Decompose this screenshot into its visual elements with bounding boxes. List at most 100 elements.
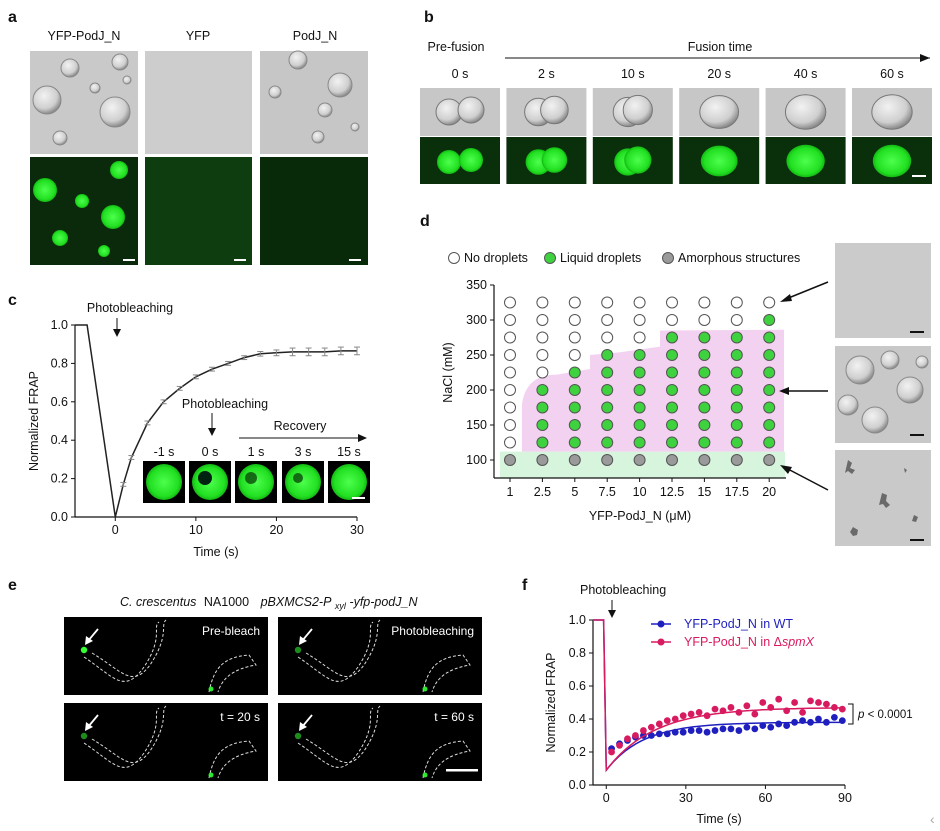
phase-point	[504, 349, 516, 361]
cell-outline	[422, 740, 471, 779]
phase-point	[568, 296, 581, 309]
polar-focus	[80, 646, 88, 654]
phase-point	[730, 331, 743, 344]
x-tick-label: 30	[350, 523, 364, 537]
data-point	[655, 730, 663, 738]
phase-point	[504, 419, 516, 431]
phase-point	[730, 314, 743, 326]
phase-point	[568, 384, 581, 396]
phase-point	[666, 296, 678, 309]
phase-point	[763, 331, 776, 344]
scale-bar	[349, 259, 361, 261]
col-label-podj: PodJ_N	[293, 29, 337, 43]
phase-point	[633, 384, 646, 396]
panel-f-label: f	[522, 577, 528, 594]
data-point	[711, 705, 719, 713]
data-point	[759, 722, 767, 729]
data-point	[695, 727, 703, 734]
dic-droplets-podj	[268, 50, 360, 144]
phase-point	[504, 436, 516, 449]
focus-arrow-head	[299, 722, 307, 731]
phase-point	[698, 436, 711, 449]
legend-liquid-label: Liquid droplets	[560, 251, 641, 265]
phase-point	[601, 401, 614, 414]
data-point	[671, 715, 679, 723]
x-tick-label: 1	[507, 485, 514, 499]
fusion-droplet-fluor	[459, 148, 483, 172]
phase-point	[633, 296, 646, 309]
data-point	[695, 709, 703, 716]
panel-b: b Pre-fusion Fusion time 0 s 2 s 10 s 20 s 4…	[420, 9, 932, 184]
significance-bracket	[848, 703, 854, 725]
x-tick-label: 2.5	[534, 485, 551, 499]
x-tick-label: 20	[762, 485, 776, 499]
x-tick-label: 90	[838, 791, 852, 805]
cell-image-label: t = 20 s	[220, 710, 260, 724]
x-tick-label: 20	[269, 523, 283, 537]
panel-a-label: a	[8, 9, 17, 26]
x-tick-label: 7.5	[599, 485, 616, 499]
fusion-time-label: 40 s	[794, 67, 818, 81]
y-tick-label: 0.2	[569, 745, 586, 759]
phase-point	[666, 454, 678, 466]
phase-point	[536, 349, 549, 361]
phase-point	[568, 436, 581, 449]
phase-point	[601, 454, 614, 466]
strain-species: C. crescentus	[120, 595, 196, 609]
x-axis-title: YFP-PodJ_N (μM)	[589, 509, 691, 523]
x-tick-label: 10	[633, 485, 647, 499]
fusion-droplet-dic	[622, 94, 653, 126]
frap-legend-f: YFP-PodJ_N in WT YFP-PodJ_N in ΔspmX	[651, 617, 815, 649]
data-point	[743, 702, 751, 710]
phase-point	[666, 314, 678, 326]
data-point	[759, 699, 767, 706]
legend-amorphous-marker	[662, 252, 674, 264]
fusion-time-label: 0 s	[452, 67, 469, 81]
focus-arrow-head	[299, 636, 307, 645]
phase-point	[633, 436, 646, 449]
phase-point	[568, 331, 581, 344]
polar-focus	[208, 772, 214, 778]
fusion-droplet-fluor	[786, 144, 825, 178]
data-point	[727, 725, 735, 733]
y-tick-label: 0.4	[569, 712, 586, 726]
phase-point	[698, 314, 711, 326]
y-tick-label: 1.0	[569, 613, 586, 627]
phase-point	[601, 314, 614, 326]
arrow-head	[779, 387, 789, 395]
panel-c: c Photobleaching 0.0 0.2 0.4 0.6 0.8 1.0 0 10 20…	[8, 292, 370, 559]
phase-point	[633, 349, 646, 361]
phase-point	[730, 401, 743, 414]
data-point	[791, 718, 798, 726]
phase-point	[536, 314, 549, 326]
phase-point	[601, 349, 614, 361]
legend-mut-gene: spmX	[782, 635, 815, 649]
scale-bar	[910, 434, 924, 436]
legend-amorphous-label: Amorphous structures	[678, 251, 800, 265]
fusion-droplet-fluor	[437, 150, 461, 174]
x-axis-title: Time (s)	[696, 812, 741, 826]
scale-bar	[234, 259, 246, 261]
panel-c-label: c	[8, 292, 17, 309]
data-point	[640, 727, 647, 734]
recovery-label: Recovery	[274, 419, 328, 433]
data-point	[751, 710, 759, 718]
plasmid-name: pBXMCS2-P	[260, 595, 333, 609]
cell-image-label: Photobleaching	[391, 624, 474, 638]
col-label-yfp-podj: YFP-PodJ_N	[48, 29, 121, 43]
data-point	[775, 720, 783, 728]
phase-point	[568, 349, 581, 361]
phase-point	[730, 436, 743, 449]
corner-chevron-icon: ‹	[930, 811, 935, 827]
x-tick-label: 30	[679, 791, 693, 805]
photobleaching-label: Photobleaching	[87, 301, 173, 315]
phase-point	[633, 366, 646, 379]
phase-point	[698, 331, 711, 344]
data-point	[632, 732, 639, 739]
dic-droplets	[32, 53, 132, 146]
phase-point	[601, 296, 614, 309]
phase-point	[730, 419, 743, 431]
data-point	[671, 728, 679, 736]
cell-image-label: Pre-bleach	[202, 624, 260, 638]
phase-point	[568, 314, 581, 326]
